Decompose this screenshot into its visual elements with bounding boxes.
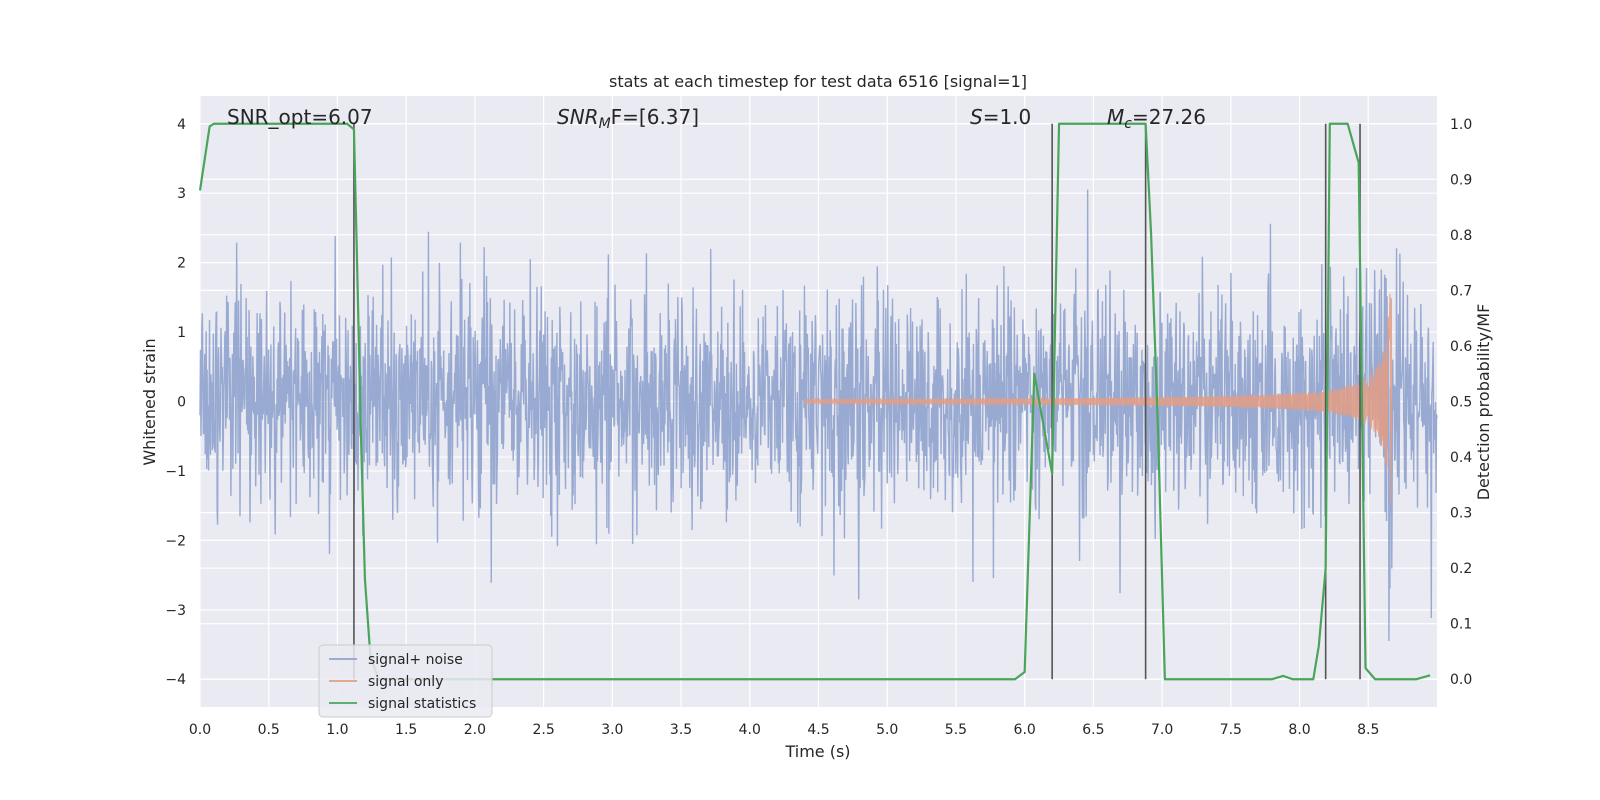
x-tick-label: 4.0 xyxy=(739,722,761,738)
x-tick-label: 4.5 xyxy=(807,722,829,738)
x-tick-label: 0.0 xyxy=(189,722,211,738)
y-tick-label: 2 xyxy=(177,256,186,272)
y2-tick-label: 0.5 xyxy=(1450,395,1472,411)
y-axis-label: Whitened strain xyxy=(140,338,159,465)
x-tick-label: 3.5 xyxy=(670,722,692,738)
x-tick-label: 8.5 xyxy=(1357,722,1379,738)
y-tick-label: −2 xyxy=(165,533,186,549)
y2-tick-label: 0.3 xyxy=(1450,506,1472,522)
legend-label-stats: signal statistics xyxy=(368,696,476,712)
x-tick-label: 0.5 xyxy=(258,722,280,738)
x-tick-label: 2.0 xyxy=(464,722,486,738)
y-tick-label: 1 xyxy=(177,325,186,341)
y-tick-label: 0 xyxy=(177,395,186,411)
signal-line xyxy=(804,293,1393,503)
annotation-snr-opt: SNR_opt=6.07 xyxy=(227,105,373,129)
x-tick-label: 8.0 xyxy=(1288,722,1310,738)
chart-title: stats at each timestep for test data 651… xyxy=(609,72,1027,91)
legend-label-signal: signal only xyxy=(368,674,443,690)
noise-line xyxy=(199,189,1438,641)
y2-tick-label: 1.0 xyxy=(1450,117,1472,133)
y2-axis-label: Detection probability/MF xyxy=(1474,304,1493,501)
y2-tick-label: 0.4 xyxy=(1450,450,1472,466)
y2-tick-label: 0.6 xyxy=(1450,339,1472,355)
x-tick-label: 2.5 xyxy=(532,722,554,738)
annotation-snr-mf: SNRMF=[6.37] xyxy=(557,105,699,132)
x-tick-label: 3.0 xyxy=(601,722,623,738)
y-tick-label: 4 xyxy=(177,117,186,133)
y-tick-label: 3 xyxy=(177,186,186,202)
y2-tick-label: 0.9 xyxy=(1450,172,1472,188)
y-tick-label: −4 xyxy=(165,672,186,688)
x-tick-label: 6.5 xyxy=(1082,722,1104,738)
x-tick-label: 7.5 xyxy=(1220,722,1242,738)
legend: signal+ noise signal only signal statist… xyxy=(318,644,493,718)
stats-line xyxy=(198,122,1431,681)
stats-series xyxy=(198,122,1431,681)
vertical-lines xyxy=(353,123,1361,680)
x-tick-label: 1.5 xyxy=(395,722,417,738)
x-tick-label: 7.0 xyxy=(1151,722,1173,738)
x-tick-label: 6.0 xyxy=(1014,722,1036,738)
noise-series xyxy=(199,189,1438,641)
annotation-s: S=1.0 xyxy=(970,105,1031,129)
y-tick-label: −1 xyxy=(165,464,186,480)
legend-label-noise: signal+ noise xyxy=(368,652,463,668)
x-tick-label: 5.5 xyxy=(945,722,967,738)
x-axis-label: Time (s) xyxy=(784,742,850,761)
x-tick-label: 1.0 xyxy=(326,722,348,738)
ticks: 0.0 0.5 1.0 1.5 2.0 2.5 3.0 3.5 4.0 4.5 5.0 5.5 6.0 6… xyxy=(165,117,1472,738)
y2-tick-label: 0.1 xyxy=(1450,617,1472,633)
y2-tick-label: 0.7 xyxy=(1450,283,1472,299)
y2-tick-label: 0.8 xyxy=(1450,228,1472,244)
y2-tick-label: 0.0 xyxy=(1450,672,1472,688)
legend-box xyxy=(318,644,493,718)
x-tick-label: 5.0 xyxy=(876,722,898,738)
y-tick-label: −3 xyxy=(165,603,186,619)
signal-series xyxy=(804,293,1393,503)
y2-tick-label: 0.2 xyxy=(1450,561,1472,577)
annotation-mc: Mc=27.26 xyxy=(1107,105,1206,132)
